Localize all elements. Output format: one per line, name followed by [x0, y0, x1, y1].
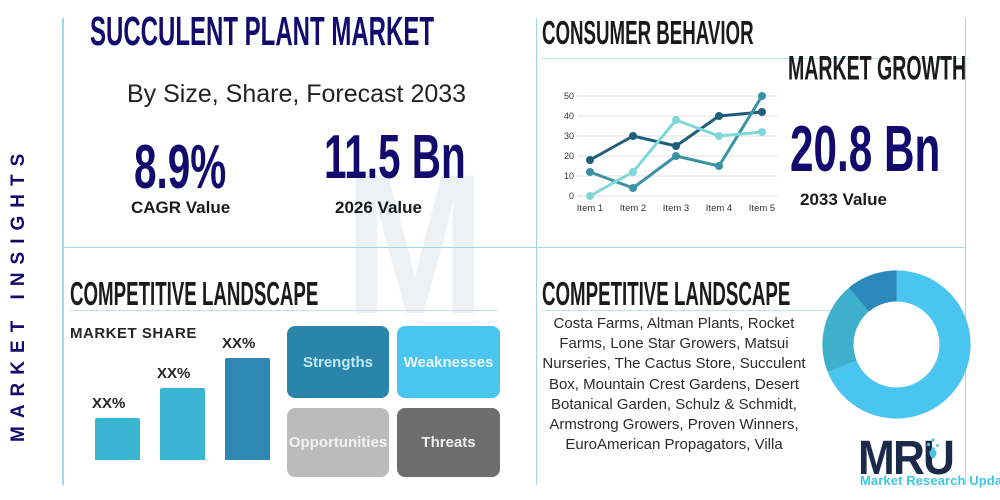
svg-text:50: 50	[564, 91, 574, 101]
svg-text:Item 4: Item 4	[706, 203, 732, 214]
svg-text:30: 30	[564, 131, 574, 141]
svg-text:40: 40	[564, 111, 574, 121]
svg-text:10: 10	[564, 171, 574, 181]
svg-text:Item 3: Item 3	[663, 203, 689, 214]
svg-text:Item 5: Item 5	[749, 203, 775, 214]
svg-text:Item 2: Item 2	[620, 203, 646, 214]
svg-text:0: 0	[569, 191, 574, 201]
svg-text:20: 20	[564, 151, 574, 161]
svg-text:Item 1: Item 1	[577, 203, 603, 214]
